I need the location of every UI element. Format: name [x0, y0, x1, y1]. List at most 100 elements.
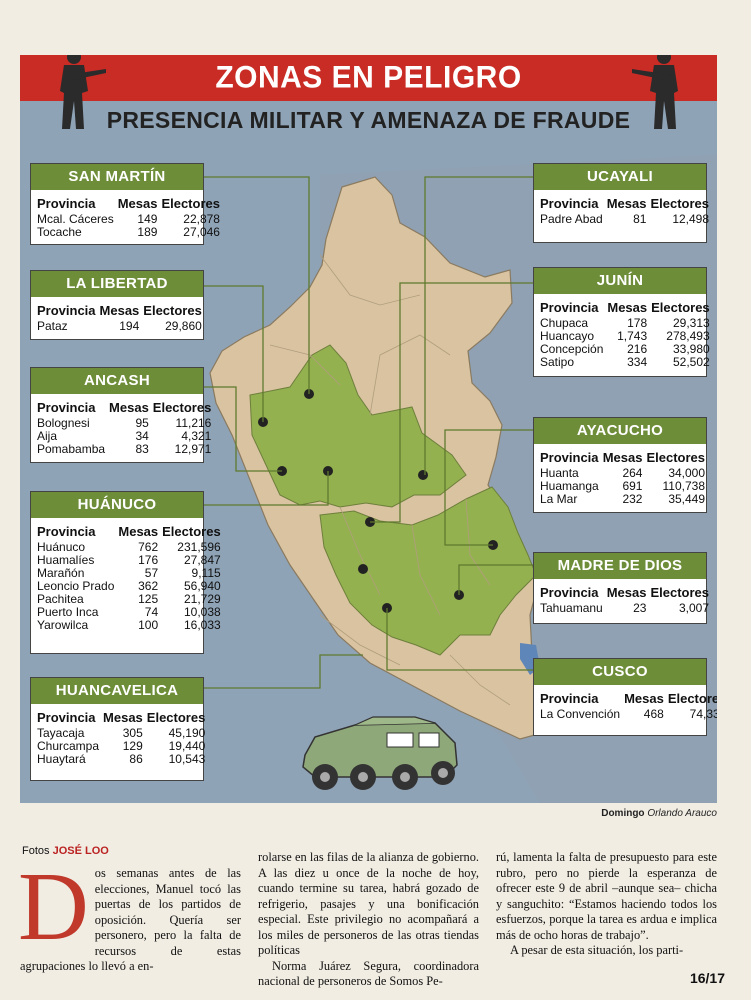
region-title: HUÁNUCO — [31, 492, 203, 518]
cell-provincia: Pataz — [37, 319, 68, 333]
region-box-ucayali: UCAYALI Provincia Mesas Electores Padre Ab… — [533, 163, 709, 243]
col-header-provincia: Provincia — [37, 303, 96, 318]
col-header-electores: Electores — [667, 691, 717, 706]
cell-electores: 110,738 — [662, 479, 706, 493]
cell-provincia: Leoncio Prado — [37, 579, 115, 593]
cell-mesas: 468 — [643, 707, 664, 721]
cell-electores: 56,940 — [183, 579, 221, 593]
cell-electores: 278,493 — [666, 329, 710, 343]
cell-electores: 10,543 — [168, 752, 206, 766]
photo-credit: Fotos JOSÉ LOO — [22, 845, 109, 857]
credit-paper: Domingo — [601, 808, 645, 819]
cell-electores: 231,596 — [177, 540, 221, 554]
cell-electores: 74,337 — [689, 707, 717, 721]
photo-credit-name: JOSÉ LOO — [52, 845, 109, 857]
col-header-electores: Electores — [646, 450, 706, 465]
table-row: Yarowilca 100 16,033 — [37, 619, 225, 632]
cell-mesas: 129 — [122, 739, 143, 753]
article-paragraph: A pesar de esta situación, los parti- — [510, 943, 684, 957]
table-row: Puerto Inca 74 10,038 — [37, 606, 225, 619]
cell-provincia: Huaytará — [37, 752, 86, 766]
cell-electores: 52,502 — [672, 355, 710, 369]
col-header-provincia: Provincia — [37, 524, 96, 539]
cell-provincia: Mcal. Cáceres — [37, 212, 114, 226]
col-header-electores: Electores — [146, 710, 206, 725]
location-dot — [258, 417, 268, 427]
table-row: Pataz 194 29,860 — [37, 320, 206, 333]
col-header-mesas: Mesas — [117, 196, 158, 211]
table-row: Marañón 57 9,115 — [37, 567, 225, 580]
region-table: Provincia Mesas Electores Tahuamanu 23 3,007 — [540, 585, 713, 615]
region-box-ancash: ANCASH Provincia Mesas Electores Bolognesi… — [30, 367, 211, 463]
cell-provincia: Aija — [37, 429, 58, 443]
location-dot — [304, 389, 314, 399]
col-header-electores: Electores — [650, 585, 710, 600]
region-title: SAN MARTÍN — [31, 164, 203, 190]
col-header-provincia: Provincia — [37, 400, 96, 415]
table-row: Aija 34 4,321 — [37, 430, 215, 443]
cell-mesas: 362 — [138, 579, 159, 593]
cell-provincia: Yarowilca — [37, 618, 89, 632]
table-row: Tahuamanu 23 3,007 — [540, 602, 713, 615]
cell-provincia: Huanta — [540, 466, 579, 480]
cell-mesas: 74 — [144, 605, 159, 619]
col-header-mesas: Mesas — [607, 300, 648, 315]
article-paragraph: rú, lamenta la falta de presupuesto para… — [496, 850, 717, 942]
col-header-electores: Electores — [152, 400, 212, 415]
cell-mesas: 86 — [129, 752, 143, 766]
table-row: Huanta 264 34,000 — [540, 467, 709, 480]
table-row: La Mar 232 35,449 — [540, 493, 709, 506]
cell-mesas: 81 — [633, 212, 647, 226]
col-header-electores: Electores — [651, 300, 710, 315]
region-box-la-libertad: LA LIBERTAD Provincia Mesas Electores Pata… — [30, 270, 204, 340]
table-row: Huánuco 762 231,596 — [37, 541, 225, 554]
cell-provincia: Huamanga — [540, 479, 599, 493]
cell-mesas: 264 — [622, 466, 643, 480]
table-row: Churcampa 129 19,440 — [37, 740, 209, 753]
table-row: Satipo 334 52,502 — [540, 356, 714, 369]
cell-mesas: 149 — [137, 212, 158, 226]
region-box-huancavelica: HUANCAVELICA Provincia Mesas Electores Tay… — [30, 677, 205, 781]
cell-mesas: 176 — [138, 553, 159, 567]
cell-mesas: 100 — [138, 618, 159, 632]
cell-mesas: 762 — [138, 540, 159, 554]
cell-provincia: La Mar — [540, 492, 578, 506]
col-header-mesas: Mesas — [602, 450, 643, 465]
region-box-ayacucho: AYACUCHO Provincia Mesas Electores Huanta 2… — [533, 417, 707, 513]
region-table: Provincia Mesas Electores Chupaca 178 29,313… — [540, 300, 714, 369]
table-row: Huamalíes 176 27,847 — [37, 554, 225, 567]
page-number: 16/17 — [689, 970, 725, 986]
region-title: HUANCAVELICA — [31, 678, 203, 704]
soldier-icon — [60, 55, 106, 129]
cell-provincia: Tayacaja — [37, 726, 85, 740]
table-row: Chupaca 178 29,313 — [540, 317, 714, 330]
cell-electores: 29,860 — [165, 319, 202, 333]
cell-electores: 12,971 — [174, 442, 212, 456]
photo-credit-label: Fotos — [22, 845, 50, 857]
cell-electores: 45,190 — [168, 726, 206, 740]
soldier-icon — [632, 55, 678, 129]
article-column-3: rú, lamenta la falta de presupuesto para… — [496, 850, 717, 959]
cell-mesas: 178 — [627, 316, 648, 330]
table-row: Huaytará 86 10,543 — [37, 753, 209, 766]
table-row: Tocache 189 27,046 — [37, 226, 224, 239]
cell-provincia: La Convención — [540, 707, 621, 721]
location-dot — [418, 470, 428, 480]
cell-electores: 22,878 — [183, 212, 220, 226]
col-header-electores: Electores — [162, 524, 221, 539]
cell-mesas: 83 — [135, 442, 149, 456]
col-header-mesas: Mesas — [606, 585, 647, 600]
table-row: Huancayo 1,743 278,493 — [540, 330, 714, 343]
article-text: os semanas antes de las elecciones, Manu… — [20, 866, 241, 973]
col-header-mesas: Mesas — [118, 524, 159, 539]
col-header-provincia: Provincia — [540, 196, 599, 211]
article-column-2: rolarse en las filas de la alianza de go… — [258, 850, 479, 990]
location-dot — [382, 603, 392, 613]
cell-mesas: 1,743 — [617, 329, 648, 343]
